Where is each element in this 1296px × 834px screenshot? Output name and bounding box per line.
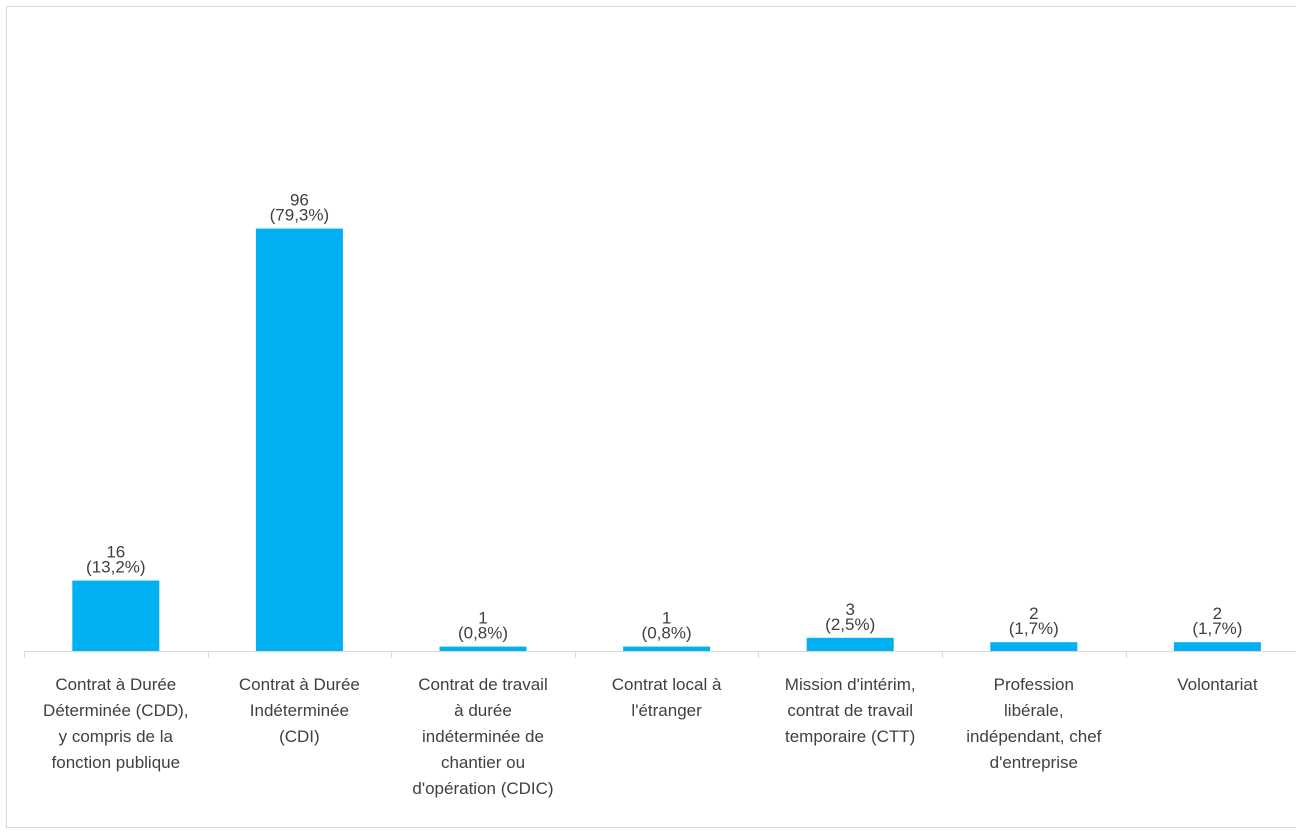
bar: [990, 642, 1078, 651]
data-label-count: 16: [106, 543, 125, 562]
data-label-percent: (79,3%): [270, 206, 330, 225]
data-label-count: 1: [478, 609, 487, 628]
data-label-percent: (13,2%): [86, 558, 146, 577]
data-label-percent: (1,7%): [1009, 619, 1059, 638]
data-label-count: 1: [662, 609, 671, 628]
category-label: Mission d'intérim, contrat de travail te…: [784, 675, 916, 746]
data-label-count: 96: [290, 191, 309, 210]
category-label: Contrat de travail à durée indéterminée …: [412, 675, 554, 798]
chart-area: [6, 6, 1296, 828]
data-label-percent: (1,7%): [1192, 619, 1242, 638]
data-label-percent: (0,8%): [458, 624, 508, 643]
category-label: Contrat à Durée Indéterminée (CDI): [238, 675, 360, 746]
category-label: Contrat local à l'étranger: [611, 675, 722, 720]
bar: [623, 646, 711, 651]
bar: [439, 646, 527, 651]
category-label: Contrat à Durée Déterminée (CDD), y comp…: [43, 675, 189, 772]
bar: [255, 228, 343, 651]
bar: [72, 580, 160, 651]
data-label-count: 3: [845, 600, 854, 619]
data-label-count: 2: [1213, 604, 1222, 623]
data-label-percent: (0,8%): [642, 624, 692, 643]
category-label: Profession libérale, indépendant, chef d…: [966, 675, 1102, 772]
category-label: Volontariat: [1177, 675, 1258, 694]
bar: [1173, 642, 1261, 651]
data-label-percent: (2,5%): [825, 615, 875, 634]
bar: [806, 637, 894, 651]
data-label-count: 2: [1029, 604, 1038, 623]
